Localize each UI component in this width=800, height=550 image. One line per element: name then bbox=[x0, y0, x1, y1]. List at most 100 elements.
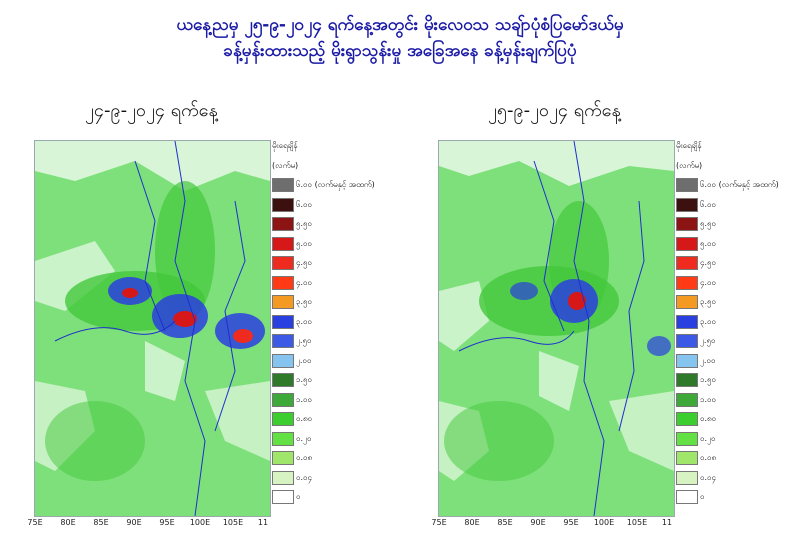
legend-row: ၃.၀၀ bbox=[272, 314, 384, 329]
legend-swatch bbox=[676, 431, 698, 446]
legend-unit: (လက်မ) bbox=[272, 161, 299, 170]
legend-label: ၀.၈၀ bbox=[296, 414, 313, 423]
legend-label: ၅.၅၀ bbox=[296, 219, 313, 228]
legend-swatch bbox=[676, 217, 698, 231]
legend-row: ၆.၀၀ bbox=[676, 197, 788, 212]
lon-tick-label: 75E bbox=[431, 518, 447, 527]
legend-label: ၆.၀၀ (လက်မနှင့် အထက်) bbox=[700, 180, 779, 189]
legend-label: ၀.၈၀ bbox=[700, 414, 717, 423]
lon-tick-label: 80E bbox=[464, 518, 480, 527]
legend-row: ၀.၀၄ bbox=[676, 470, 788, 485]
legend-row: ၀.၀၈ bbox=[272, 451, 384, 465]
legend-swatch bbox=[272, 197, 294, 212]
legend-row: ၅.၀၀ bbox=[272, 236, 384, 251]
legend-swatch bbox=[676, 451, 698, 465]
legend-row: ၄.၀၀ bbox=[676, 275, 788, 290]
legend-swatch bbox=[272, 314, 294, 329]
rainfall-legend-day-2: မိုးရေချိန် (လက်မ) ၆.၀၀ (လက်မနှင့် အထက်)… bbox=[676, 140, 788, 515]
legend-label: ၆.၀၀ (လက်မနှင့် အထက်) bbox=[296, 180, 375, 189]
legend-label: ၁.၀၀ bbox=[296, 394, 313, 404]
legend-swatch bbox=[272, 295, 294, 309]
legend-label: ၁.၅၀ bbox=[296, 375, 313, 384]
legend-row: ၂.၀၀ bbox=[676, 353, 788, 368]
legend-swatch bbox=[272, 353, 294, 368]
legend-swatch bbox=[272, 373, 294, 387]
rainfall-map-day-2-graphic bbox=[439, 141, 674, 516]
legend-row: ၂.၅၀ bbox=[272, 334, 384, 348]
legend-swatch bbox=[272, 392, 294, 407]
legend-swatch bbox=[676, 197, 698, 212]
legend-swatch bbox=[676, 392, 698, 407]
legend-swatch bbox=[676, 353, 698, 368]
legend-swatch bbox=[272, 412, 294, 426]
legend-label: ၄.၀၀ bbox=[296, 277, 313, 287]
legend-label: ၃.၅၀ bbox=[296, 297, 313, 306]
rainfall-map-day-1-graphic bbox=[35, 141, 270, 516]
legend-label: ၀.၀၄ bbox=[296, 472, 313, 482]
legend-swatch bbox=[676, 412, 698, 426]
legend-label: ၀ bbox=[700, 492, 705, 501]
legend-label: ၀.၂၀ bbox=[296, 433, 312, 443]
legend-label: ၄.၀၀ bbox=[700, 277, 717, 287]
legend-label: ၅.၀၀ bbox=[296, 238, 313, 248]
legend-label: ၂.၀၀ bbox=[700, 355, 716, 365]
legend-row: ၁.၀၀ bbox=[676, 392, 788, 407]
lon-tick-label: 95E bbox=[563, 518, 579, 527]
legend-label: ၆.၀၀ bbox=[296, 199, 313, 209]
legend-label: ၀.၀၈ bbox=[296, 453, 313, 462]
legend-heading: မိုးရေချိန် bbox=[272, 141, 298, 150]
legend-swatch bbox=[676, 275, 698, 290]
panel-1-date-title: ၂၄-၉-၂၀၂၄ ရက်နေ့ bbox=[85, 100, 218, 121]
legend-row: ၃.၅၀ bbox=[676, 295, 788, 309]
legend-swatch bbox=[272, 334, 294, 348]
legend-swatch bbox=[676, 256, 698, 270]
legend-swatch bbox=[272, 178, 294, 192]
legend-row: ၁.၅၀ bbox=[676, 373, 788, 387]
legend-row: ၀ bbox=[676, 490, 788, 504]
rainfall-map-day-1 bbox=[34, 140, 271, 517]
legend-row: ၂.၅၀ bbox=[676, 334, 788, 348]
legend-label: ၀ bbox=[296, 492, 301, 501]
legend-label: ၂.၅၀ bbox=[700, 336, 716, 345]
legend-row: ၆.၀၀ (လက်မနှင့် အထက်) bbox=[676, 178, 788, 192]
legend-row: ၀.၈၀ bbox=[272, 412, 384, 426]
main-title-line-1: ယနေ့ညမှ ၂၅-၉-၂၀၂၄ ရက်နေ့အတွင်း မိုးလေဝသ … bbox=[176, 15, 624, 35]
lon-tick-label: 11 bbox=[661, 518, 673, 527]
lon-tick-label: 95E bbox=[159, 518, 175, 527]
legend-label: ၃.၀၀ bbox=[296, 316, 313, 326]
legend-swatch bbox=[676, 470, 698, 485]
legend-swatch bbox=[676, 178, 698, 192]
legend-label: ၄.၅၀ bbox=[296, 258, 313, 267]
legend-swatch bbox=[676, 373, 698, 387]
legend-label: ၄.၅၀ bbox=[700, 258, 717, 267]
lon-tick-label: 90E bbox=[126, 518, 142, 527]
legend-row: ၄.၀၀ bbox=[272, 275, 384, 290]
lon-tick-label: 100E bbox=[189, 518, 211, 527]
legend-label: ၃.၅၀ bbox=[700, 297, 717, 306]
legend-label: ၅.၅၀ bbox=[700, 219, 717, 228]
legend-label: ၂.၀၀ bbox=[296, 355, 312, 365]
legend-heading: မိုးရေချိန် bbox=[676, 141, 702, 150]
legend-label: ၁.၀၀ bbox=[700, 394, 717, 404]
legend-row: ၀.၂၀ bbox=[676, 431, 788, 446]
legend-swatch bbox=[676, 490, 698, 504]
legend-label: ၀.၂၀ bbox=[700, 433, 716, 443]
legend-row: ၂.၀၀ bbox=[272, 353, 384, 368]
legend-label: ၀.၀၄ bbox=[700, 472, 717, 482]
legend-swatch bbox=[272, 236, 294, 251]
legend-row: ၀.၂၀ bbox=[272, 431, 384, 446]
legend-swatch bbox=[676, 236, 698, 251]
legend-label: ၀.၀၈ bbox=[700, 453, 717, 462]
legend-swatch bbox=[272, 490, 294, 504]
lon-tick-label: 85E bbox=[497, 518, 513, 527]
lon-tick-label: 75E bbox=[27, 518, 43, 527]
legend-swatch bbox=[272, 275, 294, 290]
lon-tick-label: 105E bbox=[626, 518, 648, 527]
panel-2-date-title: ၂၅-၉-၂၀၂၄ ရက်နေ့ bbox=[488, 100, 621, 121]
legend-swatch bbox=[272, 470, 294, 485]
legend-swatch bbox=[676, 295, 698, 309]
lon-tick-label: 80E bbox=[60, 518, 76, 527]
legend-row: ၅.၅၀ bbox=[676, 217, 788, 231]
legend-row: ၀.၈၀ bbox=[676, 412, 788, 426]
legend-row: ၃.၀၀ bbox=[676, 314, 788, 329]
